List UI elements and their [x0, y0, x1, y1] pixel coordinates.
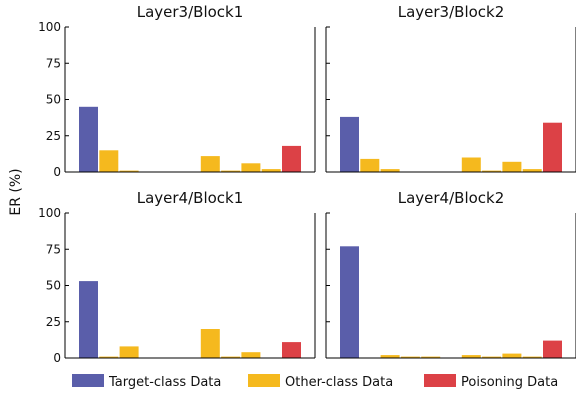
- bar: [119, 170, 139, 172]
- y-tick-label: 100: [38, 20, 61, 34]
- bar: [221, 356, 241, 358]
- legend-item: Poisoning Data: [424, 374, 558, 390]
- chart-panel: Layer3/Block2: [325, 3, 576, 173]
- bar: [99, 150, 119, 173]
- bar: [461, 157, 481, 172]
- panel-title: Layer3/Block2: [398, 3, 505, 21]
- legend-label: Other-class Data: [285, 375, 393, 390]
- bar: [79, 281, 98, 358]
- bar: [200, 329, 220, 358]
- bar: [522, 169, 542, 172]
- bar: [482, 170, 502, 172]
- bar: [282, 342, 301, 358]
- bar: [340, 246, 359, 358]
- legend-swatch: [72, 374, 104, 387]
- bar: [241, 352, 261, 358]
- y-tick-label: 25: [46, 129, 61, 143]
- legend-swatch: [248, 374, 280, 387]
- bar: [241, 163, 261, 172]
- bar: [461, 355, 481, 358]
- bar: [79, 106, 98, 173]
- y-tick-label: 0: [53, 351, 61, 365]
- panel-title: Layer4/Block1: [137, 189, 244, 207]
- panel-title: Layer3/Block1: [137, 3, 244, 21]
- bar: [400, 356, 420, 358]
- legend-item: Other-class Data: [248, 374, 393, 390]
- bar: [99, 356, 119, 358]
- bar: [360, 158, 380, 172]
- panel-title: Layer4/Block2: [398, 189, 505, 207]
- bar: [502, 353, 522, 358]
- bar: [502, 161, 522, 172]
- bar: [543, 122, 562, 172]
- bar: [119, 346, 139, 358]
- bar: [282, 145, 301, 172]
- bar: [380, 355, 400, 358]
- legend-label: Poisoning Data: [461, 375, 558, 390]
- bar: [200, 156, 220, 172]
- bar: [340, 116, 359, 172]
- chart-panel: Layer4/Block2: [325, 189, 576, 359]
- legend-item: Target-class Data: [72, 374, 221, 390]
- y-tick-label: 100: [38, 206, 61, 220]
- legend: Target-class Data Other-class Data Poisoni…: [72, 374, 558, 390]
- bar: [221, 170, 241, 172]
- bar: [543, 340, 562, 358]
- bar: [482, 356, 502, 358]
- chart-panels: Layer3/Block1 0 25 50 75 100 Layer3/Block2 Laye…: [38, 3, 576, 365]
- bar: [261, 169, 281, 172]
- y-tick-label: 75: [46, 56, 61, 70]
- y-axis-label: ER (%): [8, 168, 24, 215]
- legend-label: Target-class Data: [108, 375, 221, 390]
- y-tick-label: 50: [46, 279, 61, 293]
- y-tick-label: 75: [46, 242, 61, 256]
- legend-swatch: [424, 374, 456, 387]
- chart-panel: Layer4/Block1 0 25 50 75 100: [38, 189, 316, 365]
- y-tick-label: 25: [46, 315, 61, 329]
- bar: [522, 356, 542, 358]
- chart-panel: Layer3/Block1 0 25 50 75 100: [38, 3, 316, 179]
- bar: [421, 356, 441, 358]
- y-tick-label: 0: [53, 165, 61, 179]
- y-tick-label: 50: [46, 93, 61, 107]
- bar: [380, 169, 400, 172]
